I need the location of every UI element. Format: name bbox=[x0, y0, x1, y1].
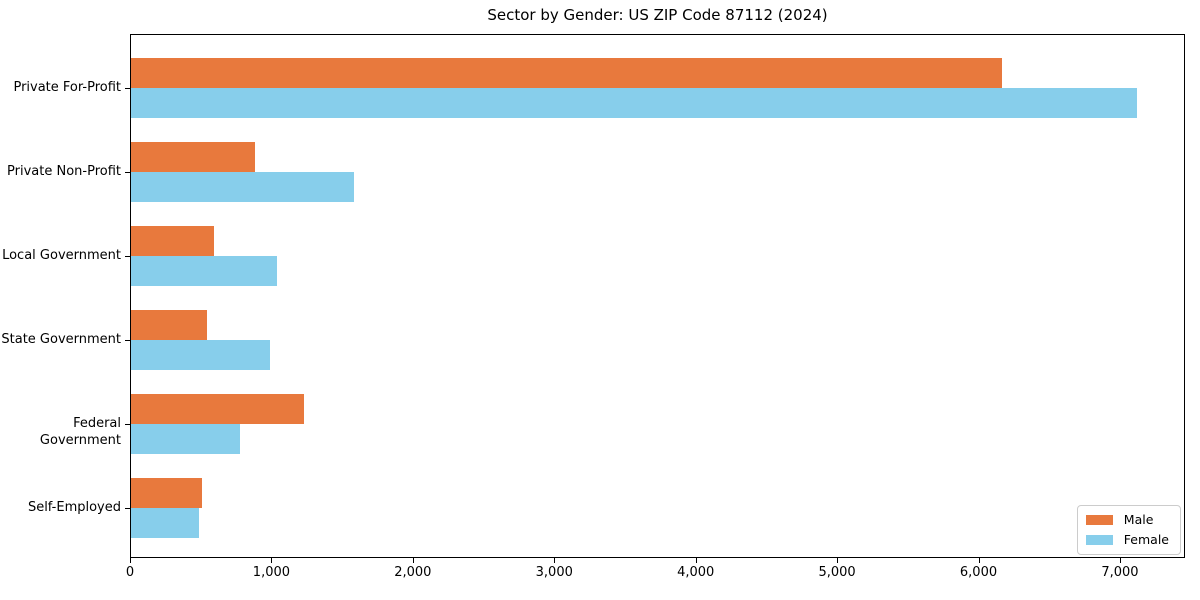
y-tick-mark bbox=[125, 256, 130, 257]
x-tick-mark bbox=[271, 558, 273, 563]
legend-swatch-female bbox=[1085, 535, 1113, 545]
y-tick-label: Private For-Profit bbox=[13, 80, 121, 95]
y-tick-mark bbox=[125, 508, 130, 509]
legend-label-female: Female bbox=[1123, 532, 1169, 547]
chart-title: Sector by Gender: US ZIP Code 87112 (202… bbox=[487, 6, 828, 24]
legend-entry-male: Male bbox=[1085, 512, 1169, 527]
bar-female-5 bbox=[131, 508, 199, 538]
x-tick-mark bbox=[978, 558, 980, 563]
y-tick-label: Private Non-Profit bbox=[7, 164, 121, 179]
x-tick-label: 2,000 bbox=[394, 565, 432, 580]
legend-entry-female: Female bbox=[1085, 532, 1169, 547]
bar-male-3 bbox=[131, 310, 207, 340]
y-tick-label: State Government bbox=[1, 332, 121, 347]
bar-male-0 bbox=[131, 58, 1002, 88]
x-tick-mark bbox=[412, 558, 414, 563]
bar-male-5 bbox=[131, 478, 202, 508]
y-tick-label: Federal Government bbox=[39, 416, 121, 448]
bar-female-3 bbox=[131, 340, 270, 370]
bar-female-0 bbox=[131, 88, 1137, 118]
x-tick-label: 0 bbox=[125, 565, 135, 580]
x-tick-mark bbox=[130, 558, 131, 563]
bar-male-1 bbox=[131, 142, 255, 172]
bar-female-2 bbox=[131, 256, 277, 286]
y-tick-label: Self-Employed bbox=[27, 500, 121, 515]
x-tick-label: 6,000 bbox=[959, 565, 998, 580]
y-tick-mark bbox=[125, 340, 130, 341]
x-tick-mark bbox=[1119, 558, 1121, 563]
x-tick-mark bbox=[695, 558, 697, 563]
y-tick-mark bbox=[125, 172, 130, 173]
x-tick-mark bbox=[554, 558, 556, 563]
bar-male-4 bbox=[131, 394, 304, 424]
x-tick-label: 4,000 bbox=[677, 565, 715, 580]
bar-male-2 bbox=[131, 226, 214, 256]
y-tick-mark bbox=[125, 424, 130, 425]
legend: Male Female bbox=[1076, 505, 1181, 555]
plot-area bbox=[130, 34, 1185, 558]
x-tick-label: 5,000 bbox=[818, 565, 856, 580]
x-tick-label: 1,000 bbox=[252, 565, 291, 580]
y-tick-mark bbox=[125, 88, 130, 89]
legend-swatch-male bbox=[1085, 515, 1113, 525]
x-tick-label: 7,000 bbox=[1101, 565, 1139, 580]
legend-label-male: Male bbox=[1123, 512, 1154, 527]
bar-female-1 bbox=[131, 172, 354, 202]
x-tick-mark bbox=[837, 558, 839, 563]
bar-female-4 bbox=[131, 424, 240, 454]
x-tick-label: 3,000 bbox=[535, 565, 573, 580]
y-tick-label: Local Government bbox=[2, 248, 121, 263]
